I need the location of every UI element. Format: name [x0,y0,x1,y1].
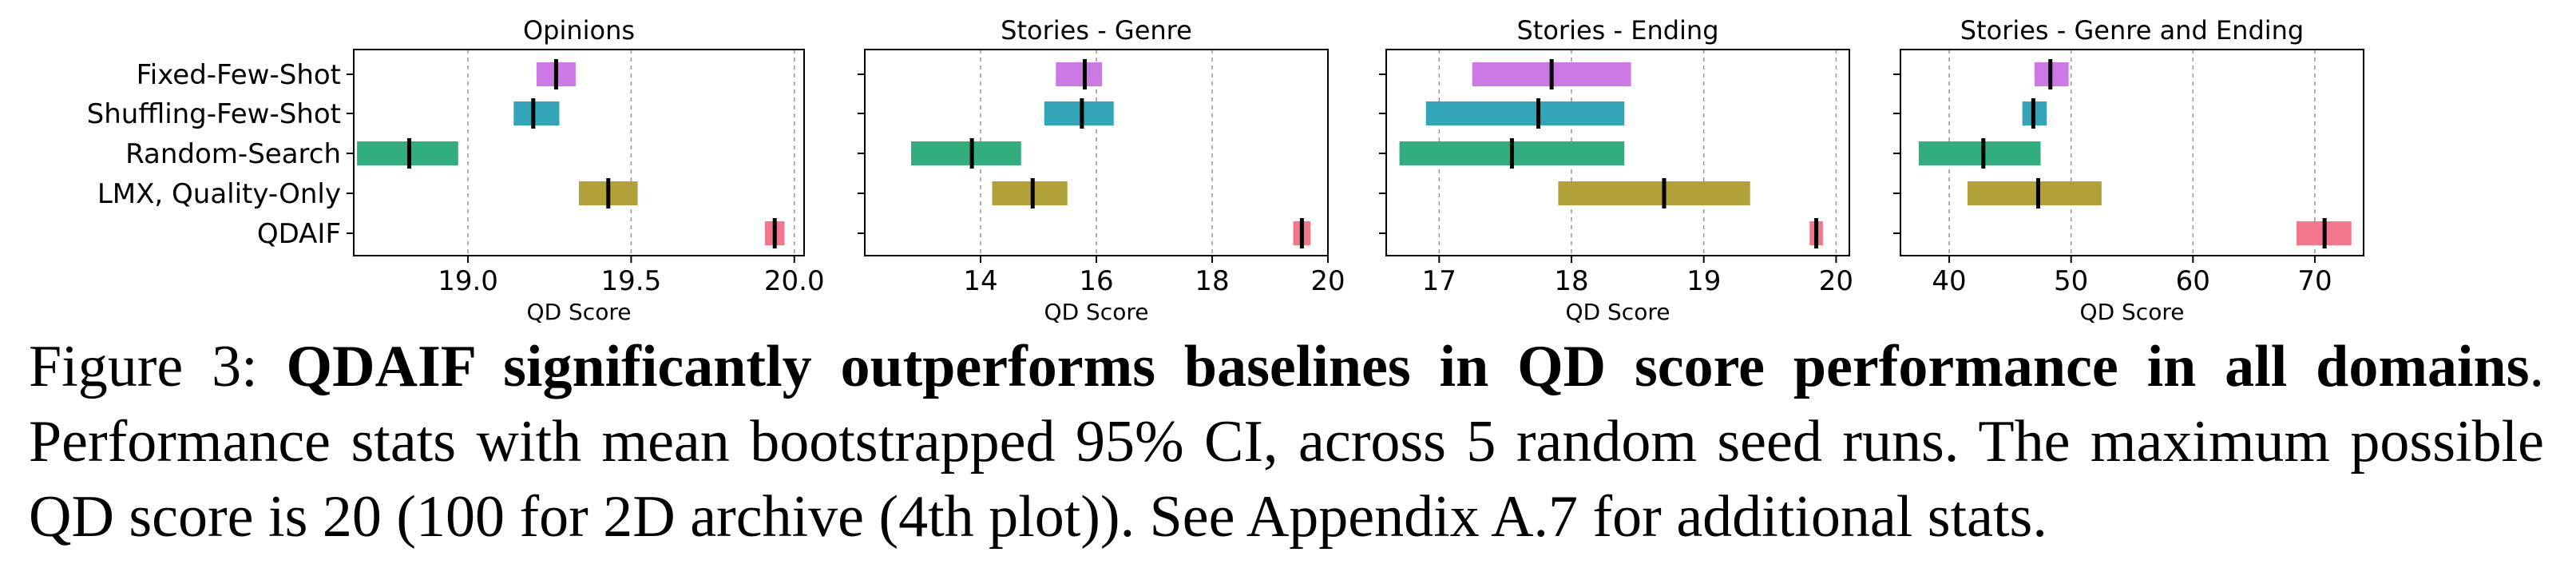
x-tick-label: 60 [2176,265,2210,297]
panel-title: Opinions [523,15,635,46]
figure-caption: Figure 3: QDAIF significantly outperform… [29,329,2544,554]
category-label: Fixed-Few-Shot [137,59,341,91]
x-tick-label: 18 [1554,265,1588,297]
panel-title: Stories - Genre [1001,15,1192,46]
x-axis-label: QD Score [1566,299,1670,325]
ci-bar [1967,181,2102,205]
caption-bold-text: QDAIF significantly outperforms baseline… [286,334,2530,399]
x-tick-label: 40 [1932,265,1966,297]
x-tick-label: 19.0 [438,265,498,297]
caption-figure-label: Figure 3: [29,334,287,399]
x-axis-label: QD Score [2080,299,2185,325]
x-tick-label: 17 [1422,265,1456,297]
x-axis-label: QD Score [527,299,632,325]
ci-bar [992,181,1068,205]
caption-body-text: . Performance stats with mean bootstrapp… [29,334,2544,550]
x-axis-label: QD Score [1044,299,1149,325]
category-label: LMX, Quality-Only [97,178,341,210]
x-tick-label: 20 [1819,265,1853,297]
ci-bar [1056,62,1103,86]
ci-bar [1558,181,1750,205]
panel-title: Stories - Ending [1516,15,1718,46]
ci-bar [1918,141,2041,165]
x-tick-label: 19 [1686,265,1721,297]
x-tick-label: 16 [1079,265,1113,297]
figure-charts: Opinions 19.0 19.5 20.0 QD Score Fixed-Few-Sh… [87,15,2364,325]
category-label: Random-Search [125,138,341,170]
panel-title: Stories - Genre and Ending [1960,15,2304,46]
x-tick-label: 20.0 [764,265,825,297]
x-tick-label: 70 [2297,265,2332,297]
category-label: QDAIF [257,218,341,250]
x-tick-label: 19.5 [601,265,662,297]
ci-bar [513,101,560,125]
ci-bar [1425,101,1625,125]
x-tick-label: 50 [2054,265,2088,297]
category-label: Shuffling-Few-Shot [87,98,341,130]
ci-bar [1044,101,1114,125]
x-tick-label: 14 [963,265,997,297]
x-tick-label: 20 [1310,265,1345,297]
ci-bar [911,141,1021,165]
x-tick-label: 18 [1195,265,1229,297]
